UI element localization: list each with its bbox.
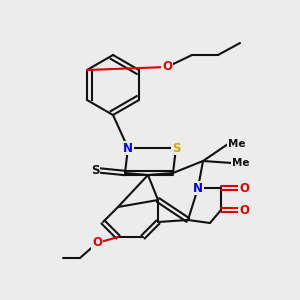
Text: Me: Me xyxy=(232,158,250,168)
Text: N: N xyxy=(123,142,133,154)
Text: O: O xyxy=(239,203,249,217)
Text: O: O xyxy=(92,236,102,250)
Text: S: S xyxy=(172,142,180,154)
Text: N: N xyxy=(193,182,203,194)
Text: O: O xyxy=(162,61,172,74)
Text: S: S xyxy=(91,164,99,176)
Text: Me: Me xyxy=(228,139,245,149)
Text: O: O xyxy=(239,182,249,194)
